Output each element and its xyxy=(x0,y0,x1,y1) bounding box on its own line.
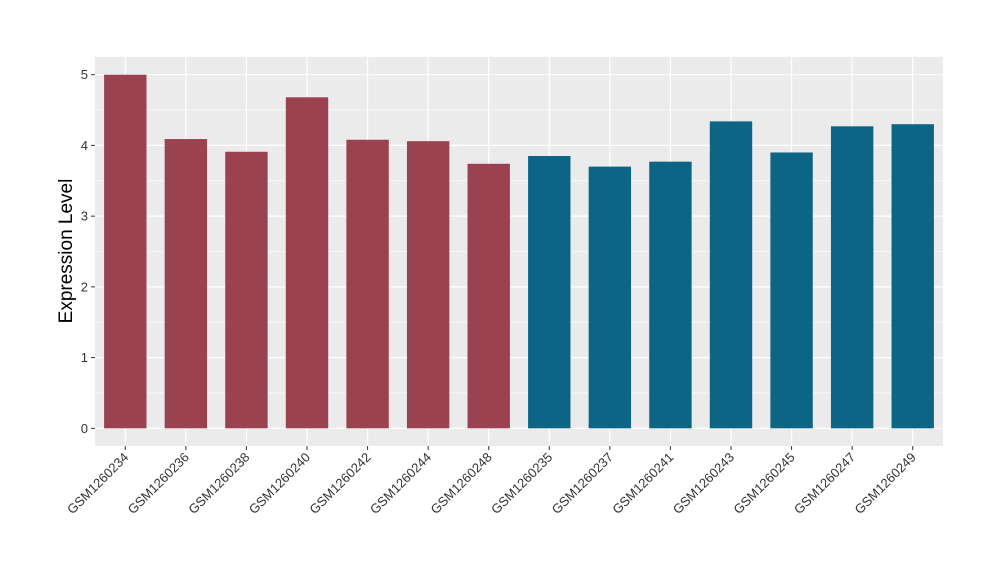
x-axis: GSM1260234GSM1260236GSM1260238GSM1260240… xyxy=(64,446,919,517)
bar xyxy=(588,166,632,429)
bar xyxy=(467,163,510,429)
y-tick-label: 0 xyxy=(81,421,88,436)
bar xyxy=(164,139,208,429)
bar xyxy=(225,151,268,429)
bar xyxy=(285,97,329,429)
bar xyxy=(528,156,571,429)
y-tick-label: 3 xyxy=(81,209,88,224)
y-tick-label: 1 xyxy=(81,350,88,365)
bar xyxy=(649,161,692,429)
x-tick-label: GSM1260238 xyxy=(185,450,252,517)
bar xyxy=(709,121,753,429)
x-tick-label: GSM1260243 xyxy=(670,450,737,517)
y-tick-label: 4 xyxy=(81,138,88,153)
bar xyxy=(406,141,450,429)
x-tick-label: GSM1260237 xyxy=(549,450,616,517)
x-tick-label: GSM1260247 xyxy=(791,450,858,517)
y-tick-label: 2 xyxy=(81,279,88,294)
y-tick-label: 5 xyxy=(81,67,88,82)
bars xyxy=(104,74,934,429)
bar xyxy=(830,126,874,429)
x-tick-label: GSM1260248 xyxy=(427,450,494,517)
x-tick-label: GSM1260236 xyxy=(125,450,192,517)
x-tick-label: GSM1260234 xyxy=(64,450,131,517)
x-tick-label: GSM1260235 xyxy=(488,450,555,517)
x-tick-label: GSM1260240 xyxy=(246,450,313,517)
bar xyxy=(770,152,813,429)
bar xyxy=(104,74,147,429)
bar xyxy=(891,124,934,429)
x-tick-label: GSM1260241 xyxy=(609,450,676,517)
x-tick-label: GSM1260242 xyxy=(306,450,373,517)
bar xyxy=(346,139,389,429)
x-tick-label: GSM1260244 xyxy=(367,450,434,517)
x-tick-label: GSM1260245 xyxy=(730,450,797,517)
x-tick-label: GSM1260249 xyxy=(851,450,918,517)
y-axis: 0 1 2 3 4 5 xyxy=(81,67,95,436)
y-axis-title: Expression Level xyxy=(56,179,77,324)
